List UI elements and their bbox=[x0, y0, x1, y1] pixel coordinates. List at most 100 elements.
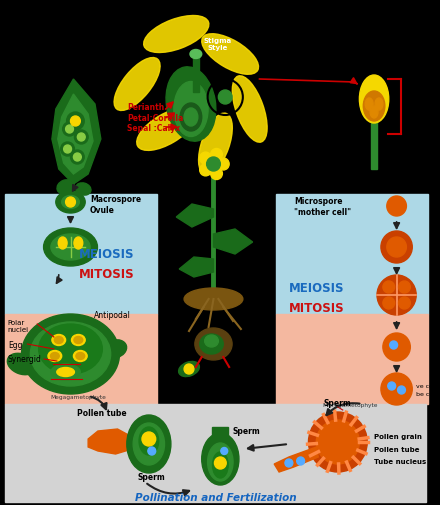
Ellipse shape bbox=[127, 415, 171, 473]
Circle shape bbox=[383, 333, 411, 361]
Ellipse shape bbox=[205, 335, 218, 347]
Circle shape bbox=[285, 459, 293, 467]
Ellipse shape bbox=[51, 353, 59, 360]
Circle shape bbox=[387, 237, 407, 258]
Text: Pollen grain: Pollen grain bbox=[374, 433, 422, 439]
Circle shape bbox=[399, 281, 411, 293]
Circle shape bbox=[62, 123, 77, 137]
Text: MITOSIS: MITOSIS bbox=[78, 268, 134, 281]
Circle shape bbox=[214, 457, 226, 469]
Text: ve cell: ve cell bbox=[416, 383, 436, 388]
Polygon shape bbox=[179, 258, 213, 277]
Ellipse shape bbox=[213, 452, 228, 478]
Text: be cell: be cell bbox=[416, 391, 437, 396]
Ellipse shape bbox=[202, 433, 239, 485]
Ellipse shape bbox=[51, 364, 80, 380]
Circle shape bbox=[218, 91, 232, 105]
Ellipse shape bbox=[7, 354, 36, 375]
Bar bbox=[371, 120, 377, 170]
Text: Sperm: Sperm bbox=[324, 398, 352, 407]
Circle shape bbox=[387, 196, 407, 217]
Circle shape bbox=[221, 447, 227, 454]
Ellipse shape bbox=[198, 114, 232, 176]
Text: Pollen tube: Pollen tube bbox=[77, 408, 127, 417]
Ellipse shape bbox=[375, 99, 383, 111]
Ellipse shape bbox=[51, 234, 90, 261]
Text: Pollination and Fertilization: Pollination and Fertilization bbox=[135, 492, 296, 502]
Ellipse shape bbox=[76, 183, 91, 196]
Circle shape bbox=[316, 420, 359, 464]
Text: Synergid: Synergid bbox=[8, 355, 42, 364]
Circle shape bbox=[308, 412, 367, 472]
Circle shape bbox=[66, 126, 73, 134]
Circle shape bbox=[70, 150, 84, 165]
Circle shape bbox=[383, 281, 395, 293]
Ellipse shape bbox=[137, 109, 196, 151]
Text: Microgametophyte: Microgametophyte bbox=[323, 401, 378, 407]
Circle shape bbox=[66, 113, 84, 131]
Text: MEIOSIS: MEIOSIS bbox=[79, 248, 134, 261]
Polygon shape bbox=[58, 95, 93, 175]
Circle shape bbox=[390, 341, 398, 349]
Text: Megagametophyte: Megagametophyte bbox=[51, 395, 106, 400]
Circle shape bbox=[66, 197, 75, 208]
Bar bbox=[276, 194, 428, 315]
Text: Tube nucleus: Tube nucleus bbox=[374, 458, 426, 464]
Ellipse shape bbox=[57, 368, 74, 377]
Text: Nec: Nec bbox=[171, 147, 183, 153]
Circle shape bbox=[377, 275, 416, 316]
Ellipse shape bbox=[365, 99, 373, 111]
Bar bbox=[213, 427, 228, 449]
Bar bbox=[276, 315, 428, 404]
Circle shape bbox=[381, 373, 412, 405]
Ellipse shape bbox=[144, 17, 209, 54]
Polygon shape bbox=[213, 230, 253, 255]
Ellipse shape bbox=[71, 335, 85, 346]
Text: MEIOSIS: MEIOSIS bbox=[289, 281, 345, 294]
Ellipse shape bbox=[39, 324, 103, 374]
Text: Stigma
Style: Stigma Style bbox=[203, 38, 231, 51]
Circle shape bbox=[211, 168, 222, 180]
Ellipse shape bbox=[202, 35, 259, 75]
Circle shape bbox=[383, 297, 395, 310]
Circle shape bbox=[200, 165, 212, 177]
Ellipse shape bbox=[62, 196, 79, 209]
Ellipse shape bbox=[200, 334, 223, 355]
Ellipse shape bbox=[114, 59, 160, 111]
Polygon shape bbox=[88, 429, 132, 454]
Ellipse shape bbox=[74, 237, 83, 249]
Ellipse shape bbox=[184, 288, 243, 311]
Text: Sperm: Sperm bbox=[138, 473, 166, 482]
Ellipse shape bbox=[133, 423, 165, 465]
Ellipse shape bbox=[363, 92, 385, 122]
Polygon shape bbox=[274, 447, 318, 472]
Ellipse shape bbox=[359, 76, 389, 124]
Circle shape bbox=[211, 149, 222, 161]
Ellipse shape bbox=[44, 229, 97, 267]
Ellipse shape bbox=[370, 107, 378, 119]
Text: Pollen tube: Pollen tube bbox=[374, 446, 420, 452]
Ellipse shape bbox=[57, 180, 74, 195]
Text: Microspore
"mother cell": Microspore "mother cell" bbox=[294, 197, 351, 216]
Circle shape bbox=[388, 382, 396, 390]
Ellipse shape bbox=[232, 77, 267, 143]
Circle shape bbox=[207, 158, 220, 172]
Text: Sperm: Sperm bbox=[232, 427, 260, 436]
Circle shape bbox=[399, 297, 411, 310]
Ellipse shape bbox=[179, 362, 199, 377]
Circle shape bbox=[200, 153, 212, 165]
Circle shape bbox=[64, 146, 71, 154]
Bar bbox=[5, 194, 157, 315]
Circle shape bbox=[77, 134, 85, 142]
Circle shape bbox=[73, 154, 81, 162]
Ellipse shape bbox=[52, 335, 66, 346]
Ellipse shape bbox=[190, 50, 202, 60]
Circle shape bbox=[184, 364, 194, 374]
Ellipse shape bbox=[166, 68, 216, 142]
Ellipse shape bbox=[180, 104, 202, 132]
Circle shape bbox=[398, 386, 405, 394]
Polygon shape bbox=[52, 80, 101, 185]
Circle shape bbox=[74, 131, 88, 145]
Circle shape bbox=[381, 231, 412, 264]
Circle shape bbox=[297, 457, 304, 465]
